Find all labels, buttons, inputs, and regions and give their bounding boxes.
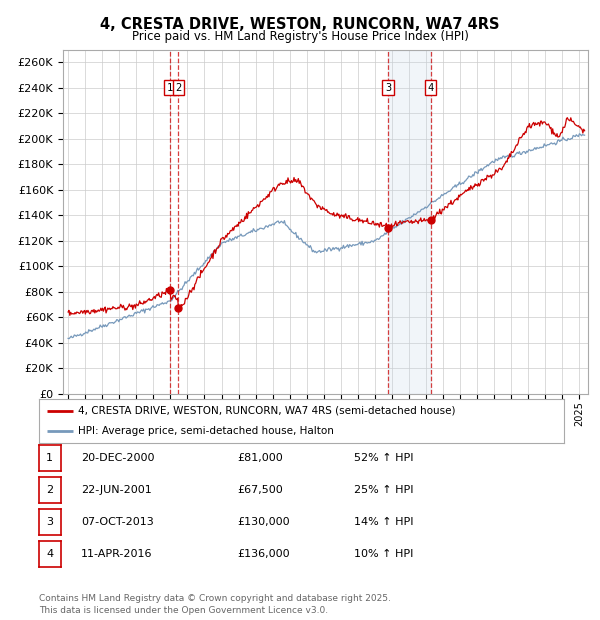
Text: 4, CRESTA DRIVE, WESTON, RUNCORN, WA7 4RS: 4, CRESTA DRIVE, WESTON, RUNCORN, WA7 4R… [100, 17, 500, 32]
Text: £67,500: £67,500 [237, 485, 283, 495]
Text: 11-APR-2016: 11-APR-2016 [81, 549, 152, 559]
Text: 52% ↑ HPI: 52% ↑ HPI [354, 453, 413, 463]
Text: 2: 2 [46, 485, 53, 495]
Text: £130,000: £130,000 [237, 517, 290, 527]
Text: 3: 3 [385, 83, 391, 93]
Text: Price paid vs. HM Land Registry's House Price Index (HPI): Price paid vs. HM Land Registry's House … [131, 30, 469, 43]
Text: £136,000: £136,000 [237, 549, 290, 559]
Text: 10% ↑ HPI: 10% ↑ HPI [354, 549, 413, 559]
Text: 1: 1 [46, 453, 53, 463]
Text: 07-OCT-2013: 07-OCT-2013 [81, 517, 154, 527]
Text: 20-DEC-2000: 20-DEC-2000 [81, 453, 155, 463]
Text: 2: 2 [175, 83, 182, 93]
Text: 4: 4 [428, 83, 434, 93]
Text: 14% ↑ HPI: 14% ↑ HPI [354, 517, 413, 527]
Text: 4: 4 [46, 549, 53, 559]
Text: 3: 3 [46, 517, 53, 527]
Text: Contains HM Land Registry data © Crown copyright and database right 2025.
This d: Contains HM Land Registry data © Crown c… [39, 594, 391, 615]
Text: 22-JUN-2001: 22-JUN-2001 [81, 485, 152, 495]
Text: £81,000: £81,000 [237, 453, 283, 463]
Text: HPI: Average price, semi-detached house, Halton: HPI: Average price, semi-detached house,… [79, 426, 334, 436]
Text: 1: 1 [167, 83, 173, 93]
Text: 25% ↑ HPI: 25% ↑ HPI [354, 485, 413, 495]
Bar [388, 50, 431, 394]
Text: 4, CRESTA DRIVE, WESTON, RUNCORN, WA7 4RS (semi-detached house): 4, CRESTA DRIVE, WESTON, RUNCORN, WA7 4R… [79, 405, 456, 416]
